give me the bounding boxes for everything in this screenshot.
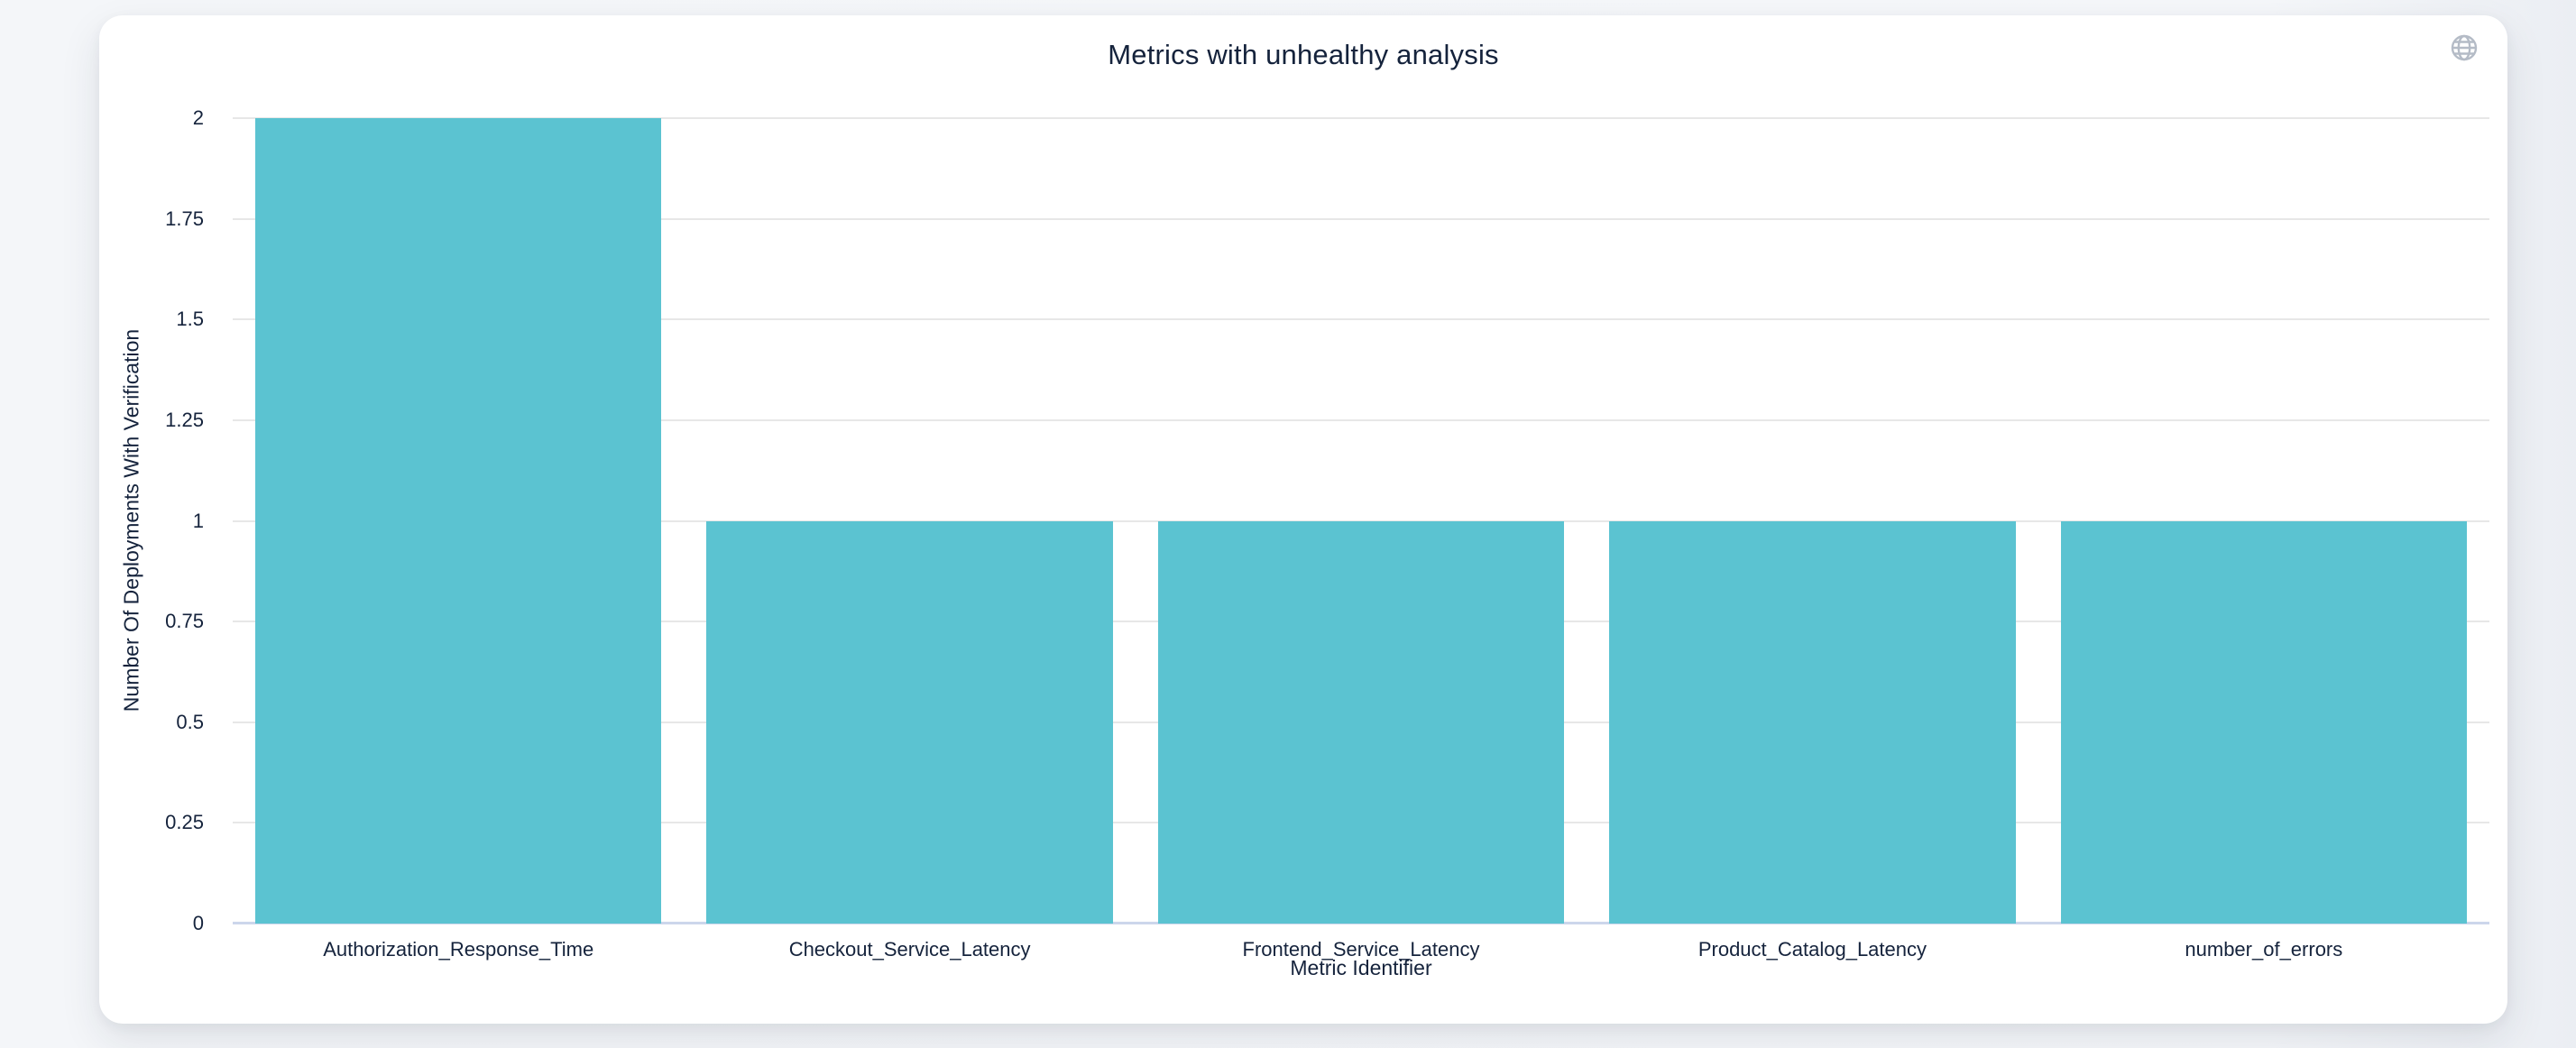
y-tick-label: 1 bbox=[192, 509, 204, 532]
y-tick-label: 2 bbox=[192, 106, 204, 129]
y-tick-label: 1.75 bbox=[165, 207, 204, 230]
bar-series bbox=[233, 118, 2489, 924]
chart-title: Metrics with unhealthy analysis bbox=[1108, 39, 1499, 70]
bar-Checkout_Service_Latency[interactable] bbox=[706, 520, 1113, 924]
chart-card: Metrics with unhealthy analysis Number O… bbox=[99, 15, 2507, 1024]
y-tick-label: 1.5 bbox=[176, 308, 204, 331]
x-axis-category-labels: Authorization_Response_Time Checkout_Serv… bbox=[233, 938, 2489, 961]
x-category-label: Frontend_Service_Latency bbox=[1242, 938, 1480, 961]
bar-slot bbox=[1587, 118, 2038, 924]
plot-area bbox=[233, 117, 2489, 924]
y-tick-label: 0.75 bbox=[165, 610, 204, 633]
bar-number_of_errors[interactable] bbox=[2060, 520, 2467, 924]
x-category-label: number_of_errors bbox=[2185, 938, 2343, 961]
gridline bbox=[233, 318, 2489, 321]
bar-Authorization_Response_Time[interactable] bbox=[255, 118, 662, 924]
gridline bbox=[233, 117, 2489, 119]
gridline bbox=[233, 418, 2489, 421]
bar-slot bbox=[1136, 118, 1587, 924]
x-category-label: Checkout_Service_Latency bbox=[788, 938, 1031, 961]
bar-slot bbox=[233, 118, 684, 924]
x-category-label: Product_Catalog_Latency bbox=[1697, 938, 1927, 961]
y-tick-label: 0 bbox=[192, 912, 204, 934]
bar-Product_Catalog_Latency[interactable] bbox=[1609, 520, 2016, 924]
bar-slot bbox=[684, 118, 1135, 924]
y-tick-label: 0.5 bbox=[176, 710, 204, 733]
bar-Frontend_Service_Latency[interactable] bbox=[1157, 520, 1565, 924]
gridline bbox=[233, 217, 2489, 220]
x-category-label: Authorization_Response_Time bbox=[323, 938, 594, 961]
x-axis-title: Metric Identifier bbox=[1290, 956, 1432, 979]
y-axis-tick-labels: 0 0.25 0.5 0.75 1 1.25 1.5 1.75 2 bbox=[99, 106, 218, 934]
bar-slot bbox=[2038, 118, 2489, 924]
globe-icon-glyph bbox=[2451, 34, 2478, 61]
y-tick-label: 0.25 bbox=[165, 811, 204, 834]
globe-icon[interactable] bbox=[2448, 32, 2480, 64]
y-tick-label: 1.25 bbox=[165, 408, 204, 431]
